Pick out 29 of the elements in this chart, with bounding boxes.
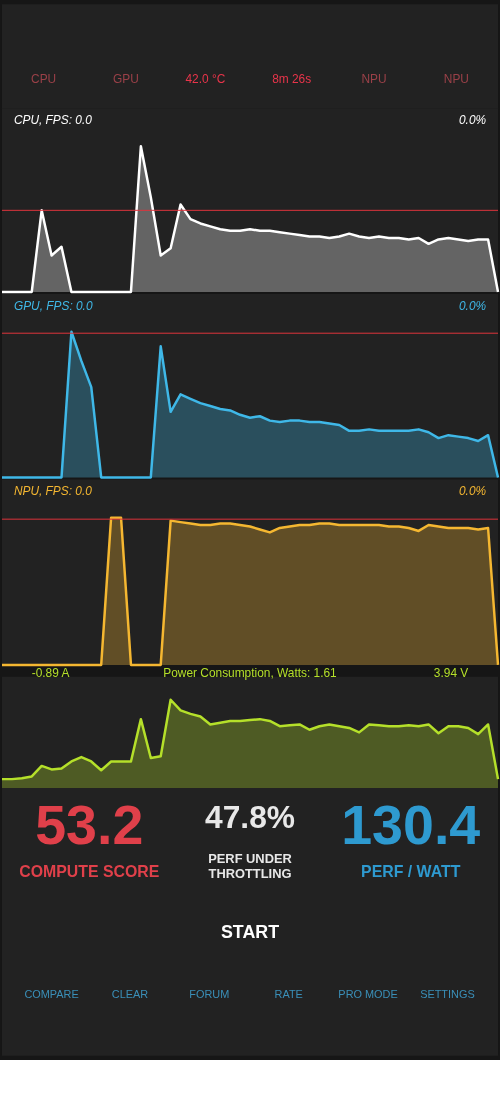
- text: SETTINGS: [420, 988, 475, 1001]
- chart-title: GPU, FPS: 0.0: [13, 298, 93, 313]
- text: CPU: [31, 71, 57, 86]
- text: NPU: [361, 71, 387, 86]
- text: NPU: [443, 71, 469, 86]
- text: 0.0%: [459, 484, 487, 499]
- text: 130.4: [341, 794, 481, 857]
- chart-title: CPU, FPS: 0.0: [13, 113, 93, 128]
- text: 42.0 °C: [185, 71, 226, 86]
- text: THROTTLING: [208, 866, 292, 882]
- chart-title: NPU, FPS: 0.0: [13, 484, 93, 499]
- text: RATE: [274, 988, 303, 1001]
- text: FORUM: [189, 988, 230, 1001]
- text: COMPARE: [24, 988, 79, 1001]
- text: 8m 26s: [272, 71, 312, 86]
- text: START: [220, 921, 280, 942]
- text: CLEAR: [111, 988, 149, 1001]
- text: 0.0%: [459, 113, 487, 128]
- text: PERF / WATT: [361, 863, 461, 881]
- text: 3.94 V: [433, 665, 469, 680]
- text: 47.8%: [205, 798, 295, 835]
- text: 0.0%: [459, 298, 487, 313]
- text: PRO MODE: [338, 988, 398, 1001]
- chart-title: Power Consumption, Watts: 1.61: [163, 665, 338, 680]
- text: PERF UNDER: [208, 851, 293, 867]
- text: -0.89 A: [31, 665, 70, 680]
- text: COMPUTE SCORE: [19, 863, 160, 881]
- text: GPU: [113, 71, 139, 86]
- text: 53.2: [35, 794, 144, 857]
